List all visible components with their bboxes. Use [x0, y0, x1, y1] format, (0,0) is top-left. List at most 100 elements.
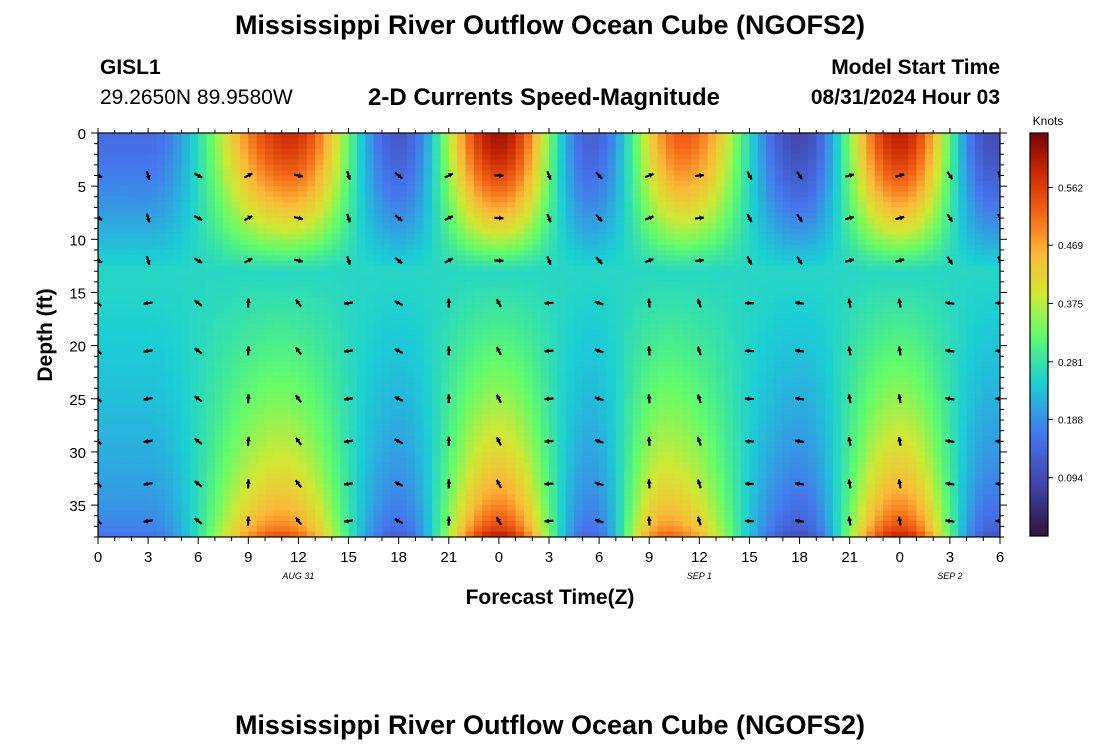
current-arrow — [646, 394, 652, 404]
current-arrow — [98, 215, 103, 221]
current-arrow — [245, 298, 251, 308]
current-arrow — [694, 172, 704, 179]
current-arrow — [897, 479, 903, 489]
x-axis-label: Forecast Time(Z) — [466, 586, 635, 609]
current-arrow — [444, 172, 454, 179]
current-arrow — [346, 255, 352, 266]
current-arrow — [193, 395, 203, 403]
x-tick-label: 9 — [645, 549, 653, 566]
current-arrow — [495, 298, 502, 308]
current-arrow — [446, 516, 452, 526]
current-arrow — [746, 213, 753, 223]
current-arrow — [343, 481, 354, 487]
current-arrow — [145, 170, 151, 181]
current-arrow — [245, 346, 251, 356]
current-arrow — [595, 171, 603, 180]
current-arrow — [594, 438, 604, 444]
current-arrow — [294, 346, 303, 356]
x-tick-label: 12 — [691, 549, 708, 566]
current-arrow — [744, 518, 754, 524]
current-arrow — [646, 298, 652, 308]
current-arrow — [847, 346, 853, 356]
current-arrow — [595, 256, 603, 265]
current-arrow — [544, 438, 554, 444]
current-arrow — [897, 436, 903, 446]
current-arrow — [193, 437, 203, 445]
x-tick-label: 15 — [741, 549, 758, 566]
current-arrow — [744, 481, 754, 487]
current-arrow — [245, 394, 251, 404]
y-axis-label: Depth (ft) — [34, 288, 57, 381]
current-arrow — [794, 518, 805, 524]
current-arrow — [343, 300, 354, 306]
current-vectors — [98, 170, 1000, 526]
current-arrow — [995, 348, 1000, 354]
colorbar-tick-label: 0.469 — [1058, 241, 1083, 252]
current-arrow — [946, 171, 954, 180]
current-arrow — [594, 481, 604, 487]
x-tick-label: 3 — [144, 549, 152, 566]
current-arrow — [694, 257, 704, 264]
current-arrow — [895, 215, 905, 221]
current-arrow — [696, 479, 702, 489]
current-arrow — [444, 215, 454, 221]
y-tick-label: 15 — [69, 285, 86, 302]
current-arrow — [294, 298, 303, 308]
current-arrow — [193, 517, 203, 525]
current-arrow — [794, 438, 805, 444]
current-arrow — [495, 436, 502, 446]
colorbar-tick-label: 0.188 — [1058, 415, 1083, 426]
current-arrow — [193, 172, 203, 179]
current-arrow — [245, 516, 251, 526]
current-arrow — [945, 348, 955, 354]
current-arrow — [245, 436, 251, 446]
current-arrow — [294, 394, 303, 404]
current-arrow — [394, 300, 404, 307]
colorbar — [1030, 133, 1048, 536]
current-arrow — [644, 257, 654, 264]
current-arrow — [744, 438, 754, 444]
current-arrow — [343, 348, 354, 354]
current-arrow — [895, 258, 905, 264]
current-arrow — [193, 257, 203, 264]
current-arrow — [847, 516, 853, 526]
current-arrow — [394, 518, 404, 525]
x-axis: 0 3 6 9 12 15 18 21 0 3 6 9 12 15 18 21 0 3 6 AUG 31 SEP 1 SE… — [94, 128, 1004, 581]
current-arrow — [394, 171, 403, 180]
current-arrow — [243, 172, 253, 179]
y-axis: 0 5 10 15 20 25 30 35 — [69, 126, 1007, 538]
current-arrow — [897, 516, 903, 526]
current-arrow — [293, 173, 304, 179]
current-arrow — [794, 300, 805, 306]
current-arrow — [546, 170, 552, 181]
current-arrow — [193, 480, 203, 488]
y-tick-label: 10 — [69, 232, 86, 249]
current-arrow — [446, 394, 452, 404]
x-tick-label: 9 — [244, 549, 252, 566]
current-arrow — [696, 436, 702, 446]
current-arrow — [544, 396, 554, 402]
y-tick-label: 20 — [69, 339, 86, 356]
current-arrow — [845, 172, 855, 178]
current-arrow — [193, 214, 203, 222]
current-arrow — [494, 215, 504, 221]
speed-heatmap — [98, 133, 1000, 537]
current-arrow — [945, 518, 955, 524]
current-arrow — [143, 438, 153, 444]
current-arrow — [644, 215, 654, 221]
date-label: SEP 2 — [937, 571, 962, 581]
current-arrow — [544, 348, 554, 354]
current-arrow — [143, 396, 153, 402]
current-arrow — [294, 479, 303, 489]
current-arrow — [595, 213, 603, 223]
station-id: GISL1 — [100, 56, 161, 79]
x-tick-label: 18 — [791, 549, 808, 566]
current-arrow — [594, 396, 604, 402]
current-arrow — [446, 436, 452, 446]
y-tick-label: 25 — [69, 392, 86, 409]
y-tick-label: 5 — [78, 179, 86, 196]
current-arrow — [243, 257, 253, 264]
current-arrow — [495, 516, 502, 526]
y-tick-label: 0 — [78, 126, 86, 143]
current-arrow — [946, 213, 954, 223]
